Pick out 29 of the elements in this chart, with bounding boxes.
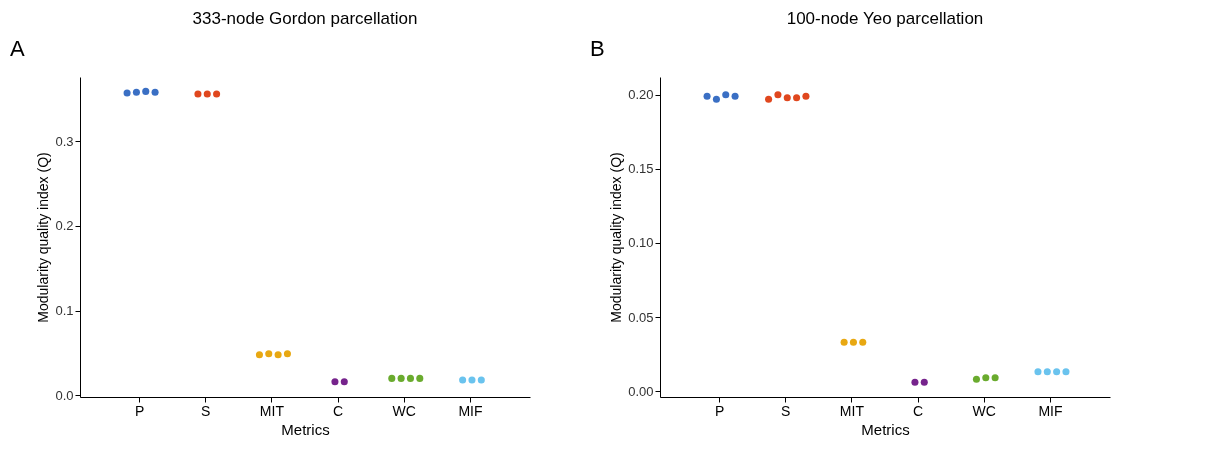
y-tick-label: 0.20: [628, 87, 654, 103]
y-axis-title: Modularity quality index (Q): [35, 152, 52, 323]
x-axis-title: Metrics: [281, 420, 330, 438]
y-tick-label: 0.2: [55, 218, 74, 234]
x-tick-label: MIT: [259, 402, 285, 419]
x-tick-label: S: [201, 402, 211, 419]
chart-title: 100-node Yeo parcellation: [786, 9, 984, 28]
x-tick-label: S: [781, 402, 791, 419]
y-tick-label: 0.10: [628, 235, 654, 251]
x-tick-label: WC: [972, 402, 996, 419]
text: B: [590, 36, 605, 61]
y-tick-label: 0.00: [628, 383, 654, 399]
x-tick-label: WC: [392, 402, 416, 419]
y-tick-label: 0.15: [628, 161, 654, 177]
y-tick-label: 0.05: [628, 309, 654, 325]
x-tick-label: MIF: [1038, 402, 1063, 419]
y-tick-label: 0.1: [55, 303, 74, 319]
x-axis-title: Metrics: [861, 420, 910, 438]
chart-title: 333-node Gordon parcellation: [192, 9, 418, 28]
y-tick-label: 0.0: [55, 387, 74, 403]
y-axis-title: Modularity quality index (Q): [608, 152, 625, 323]
x-tick-label: C: [913, 402, 924, 419]
x-tick-label: P: [134, 402, 145, 419]
x-tick-label: P: [714, 402, 725, 419]
x-tick-label: MIF: [458, 402, 483, 419]
text: A: [10, 36, 25, 61]
y-tick-label: 0.3: [55, 133, 74, 149]
x-tick-label: C: [333, 402, 344, 419]
x-tick-label: MIT: [839, 402, 865, 419]
